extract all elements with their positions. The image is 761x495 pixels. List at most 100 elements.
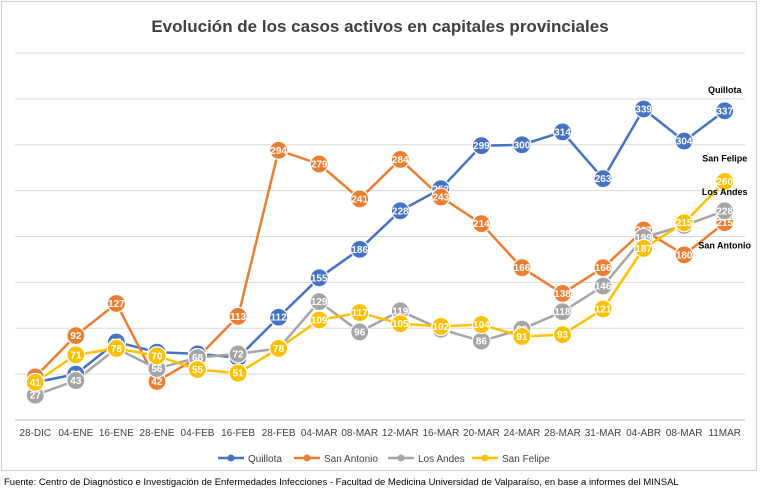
data-label-san-antonio: 42 [151, 377, 163, 388]
data-label-san-felipe: 109 [311, 315, 328, 326]
data-point-quillota [512, 135, 532, 155]
data-label-quillota: 337 [716, 106, 733, 117]
series-marker-group: 41 71 78 70 55 51 78 109 117 105 102 104 91 93 121 187 2… [25, 171, 735, 392]
x-tick-label: 04-ABR [626, 428, 661, 439]
x-tick-label: 28-DIC [19, 428, 51, 439]
data-label-san-felipe: 91 [516, 332, 528, 343]
data-label-los-andes: 86 [476, 337, 488, 348]
data-point-san-felipe [674, 213, 694, 233]
data-label-san-felipe: 260 [716, 177, 733, 188]
data-point-san-antonio [106, 293, 126, 314]
data-label-los-andes: 146 [595, 282, 612, 293]
legend-label-quillota: Quillota [248, 454, 282, 465]
x-tick-label: 04-FEB [181, 428, 215, 439]
data-label-los-andes: 56 [151, 364, 163, 375]
data-label-san-felipe: 51 [232, 369, 244, 380]
legend-label-los-andes: Los Andes [418, 454, 465, 465]
data-label-quillota: 299 [473, 141, 490, 152]
data-label-quillota: 314 [554, 127, 571, 138]
data-label-san-antonio: 284 [392, 155, 409, 166]
data-point-san-felipe [25, 372, 45, 392]
data-label-san-antonio: 138 [554, 289, 571, 300]
series-line-los-andes [34, 209, 726, 397]
x-tick-label: 12-MAR [382, 428, 419, 439]
data-label-san-antonio: 294 [270, 146, 287, 157]
data-label-quillota: 112 [271, 313, 288, 324]
legend-marker-san-felipe [481, 454, 489, 462]
data-label-quillota: 228 [392, 206, 409, 217]
data-label-los-andes: 68 [192, 353, 204, 364]
data-point-quillota [471, 136, 491, 156]
series-line-quillota [35, 107, 726, 384]
data-point-san-felipe [269, 338, 289, 359]
data-label-los-andes: 118 [554, 307, 571, 318]
data-label-san-antonio: 127 [108, 299, 125, 310]
data-label-san-felipe: 215 [676, 218, 693, 229]
data-point-quillota [674, 131, 694, 151]
data-point-san-antonio [66, 325, 86, 346]
source-note: Fuente: Centro de Diagnóstico e Investig… [4, 477, 679, 488]
data-series: 4150857472681121551862282522993003142633… [25, 85, 752, 405]
x-tick-label: 16-FEB [221, 428, 255, 439]
data-label-quillota: 300 [514, 140, 531, 151]
data-point-los-andes [715, 201, 735, 221]
data-label-los-andes: 199 [635, 233, 652, 244]
data-label-quillota: 339 [635, 104, 652, 115]
data-point-quillota [269, 307, 289, 327]
series-line-group [35, 107, 726, 384]
legend-marker-san-antonio [303, 454, 311, 462]
data-point-san-antonio [228, 306, 248, 326]
data-point-quillota [350, 239, 370, 259]
x-tick-label: 20-MAR [463, 428, 500, 439]
legend-label-san-felipe: San Felipe [502, 454, 550, 465]
data-label-san-antonio: 180 [676, 250, 693, 261]
data-label-san-felipe: 105 [392, 319, 409, 330]
data-label-san-antonio: 113 [230, 312, 247, 323]
series-end-label-san-felipe: San Felipe [702, 153, 747, 163]
data-point-san-antonio [512, 258, 532, 278]
data-point-san-felipe [634, 238, 654, 259]
x-axis-tick-labels: 28-DIC 04-ENE 16-ENE 28-ENE 04-FEB 16-FEB 28-F… [19, 428, 741, 439]
x-tick-label: 24-MAR [504, 428, 541, 439]
data-label-los-andes: 96 [354, 327, 366, 338]
data-point-san-antonio [350, 189, 370, 209]
x-tick-label: 28-ENE [139, 428, 174, 439]
data-label-los-andes: 129 [311, 297, 328, 308]
data-label-san-antonio: 92 [70, 331, 82, 342]
data-label-san-felipe: 78 [111, 344, 123, 355]
data-point-san-felipe [593, 299, 613, 319]
gridlines [15, 52, 745, 421]
data-point-san-felipe [350, 303, 370, 323]
data-point-san-felipe [390, 314, 410, 334]
x-tick-label: 28-MAR [544, 428, 581, 439]
data-point-san-antonio [471, 214, 491, 234]
data-label-quillota: 263 [595, 174, 612, 185]
legend-label-san-antonio: San Antonio [324, 454, 378, 465]
x-tick-label: 11MAR [708, 428, 741, 439]
data-point-quillota [634, 99, 654, 119]
data-label-san-felipe: 187 [635, 244, 652, 255]
data-label-san-antonio: 166 [514, 263, 531, 274]
data-label-los-andes: 228 [716, 206, 733, 217]
data-label-san-antonio: 166 [595, 263, 612, 274]
x-tick-label: 08-MAR [666, 428, 703, 439]
data-label-quillota: 186 [351, 245, 368, 256]
data-label-san-felipe: 55 [192, 365, 204, 376]
series-end-label-san-antonio: San Antonio [698, 241, 751, 251]
data-label-los-andes: 43 [70, 376, 82, 387]
data-point-san-felipe [228, 363, 248, 383]
data-label-los-andes: 27 [30, 391, 42, 402]
data-label-quillota: 304 [676, 137, 693, 148]
data-label-san-felipe: 93 [557, 330, 569, 341]
data-label-san-antonio: 215 [716, 218, 733, 229]
data-point-san-felipe [431, 316, 451, 337]
data-label-san-antonio: 241 [351, 194, 368, 205]
data-point-san-felipe [147, 346, 167, 366]
data-label-san-antonio: 279 [311, 160, 328, 171]
data-point-quillota [552, 122, 573, 142]
data-label-san-felipe: 117 [352, 308, 369, 319]
data-label-san-antonio: 243 [432, 193, 449, 204]
x-tick-label: 08-MAR [341, 428, 378, 439]
legend-marker-quillota [227, 454, 235, 462]
data-point-los-andes [228, 344, 248, 364]
